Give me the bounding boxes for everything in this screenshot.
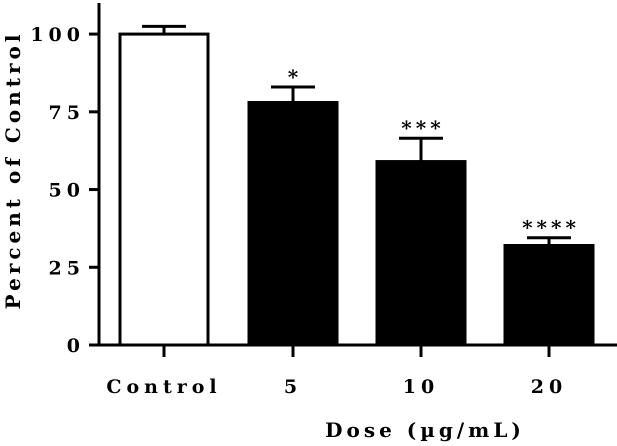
y-tick-label: 100 bbox=[30, 24, 85, 46]
significance-label: **** bbox=[522, 216, 580, 240]
x-tick-label: 10 bbox=[403, 376, 439, 398]
bar bbox=[503, 244, 595, 347]
significance-label: * bbox=[288, 65, 302, 89]
y-tick-label: 75 bbox=[49, 102, 85, 124]
y-tick-label: 25 bbox=[49, 257, 85, 279]
x-tick-label: Control bbox=[106, 376, 221, 398]
y-tick-label: 0 bbox=[67, 335, 85, 357]
bar bbox=[247, 100, 339, 347]
tick-labels: 0 25 50 75 100 Control 5 * 10 *** 20 **** bbox=[30, 24, 580, 398]
bars bbox=[118, 32, 595, 347]
y-axis-label: Percent of Control bbox=[1, 31, 25, 310]
x-tick-label: 5 bbox=[284, 376, 302, 398]
x-tick-label: 20 bbox=[531, 376, 567, 398]
bar bbox=[118, 32, 210, 347]
significance-label: *** bbox=[401, 116, 444, 140]
x-axis-label: Dose (µg/mL) bbox=[325, 418, 525, 442]
bar bbox=[375, 160, 467, 347]
y-tick-label: 50 bbox=[49, 180, 85, 202]
error-bars bbox=[142, 24, 571, 246]
